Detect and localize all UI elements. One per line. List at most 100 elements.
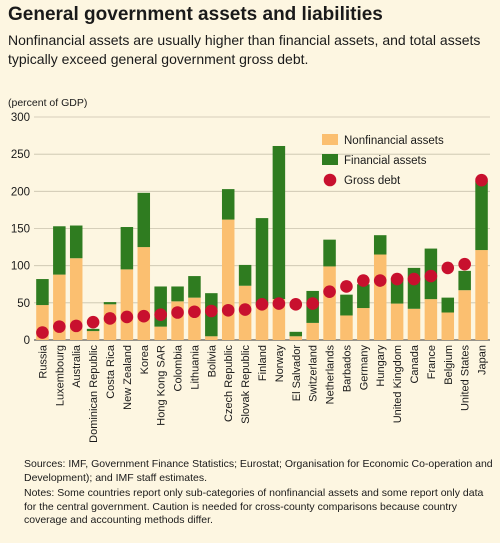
x-tick-label-24: Belgium — [443, 345, 455, 385]
x-tick-label-6: Korea — [139, 344, 151, 374]
bar-financial-assets-11 — [221, 189, 235, 220]
bar-nonfinancial-assets-17 — [323, 266, 336, 340]
gross-debt-dot-17 — [323, 285, 336, 298]
bar-nonfinancial-assets-14 — [272, 299, 286, 340]
gross-debt-dot-19 — [357, 274, 370, 287]
y-tick-label-250: 250 — [11, 149, 30, 161]
gross-debt-dot-7 — [154, 308, 167, 322]
bar-nonfinancial-assets-10 — [205, 336, 218, 340]
legend: Nonfinancial assets Financial assets Gross… — [322, 134, 444, 187]
bar-nonfinancial-assets-2 — [69, 258, 83, 340]
gross-debt-dot-16 — [306, 297, 319, 310]
y-tick-label-200: 200 — [11, 186, 30, 198]
y-axis-ticks: 0 50 100 150 200 250 300 — [11, 112, 30, 347]
bar-financial-assets-5 — [120, 227, 134, 270]
bar-nonfinancial-assets-15 — [289, 336, 303, 340]
bar-financial-assets-4 — [103, 302, 117, 305]
gross-debt-dot-5 — [120, 310, 134, 324]
x-tick-label-4: Costa Rica — [105, 344, 117, 399]
bar-financial-assets-9 — [188, 276, 201, 298]
gross-debt-dot-11 — [221, 303, 235, 317]
gross-debt-dot-14 — [272, 297, 286, 310]
x-tick-label-23: France — [426, 345, 438, 379]
x-tick-label-0: Russia — [37, 344, 49, 379]
bar-financial-assets-15 — [289, 331, 303, 337]
x-tick-label-17: Netherlands — [325, 345, 337, 405]
bar-nonfinancial-assets-22 — [407, 308, 421, 340]
x-tick-label-25: United States — [460, 345, 472, 412]
gross-debt-dot-10 — [205, 304, 218, 318]
x-tick-label-2: Australia — [71, 344, 83, 388]
bar-nonfinancial-assets-7 — [154, 326, 167, 340]
bar-nonfinancial-assets-20 — [373, 254, 387, 340]
gross-debt-dot-25 — [458, 257, 471, 271]
x-tick-label-7: Hong Kong SAR — [156, 345, 168, 426]
y-tick-label-150: 150 — [11, 224, 30, 236]
x-tick-label-15: El Salvador — [291, 345, 303, 402]
gross-debt-dot-2 — [69, 319, 83, 333]
bar-nonfinancial-assets-18 — [340, 315, 353, 340]
bar-financial-assets-1 — [53, 226, 66, 275]
x-axis-labels: Russia Luxembourg Australia Dominican Repub… — [37, 344, 488, 443]
bar-financial-assets-24 — [441, 297, 455, 313]
bar-nonfinancial-assets-9 — [188, 297, 201, 340]
bar-financial-assets-21 — [390, 278, 404, 304]
bar-nonfinancial-assets-23 — [424, 299, 438, 340]
x-tick-label-14: Norway — [274, 345, 286, 383]
x-tick-label-12: Slovak Republic — [240, 345, 252, 424]
gross-debt-dot-4 — [103, 312, 117, 325]
x-tick-label-5: New Zealand — [122, 345, 134, 410]
gross-debt-markers — [36, 173, 488, 339]
gross-debt-dot-8 — [171, 306, 184, 319]
gross-debt-dot-3 — [86, 315, 100, 329]
gross-debt-dot-12 — [238, 303, 252, 316]
bar-financial-assets-8 — [171, 286, 184, 302]
bar-financial-assets-2 — [69, 225, 83, 259]
x-tick-label-11: Czech Republic — [223, 345, 235, 423]
bar-financial-assets-13 — [255, 218, 269, 306]
gross-debt-dot-21 — [390, 272, 404, 286]
bar-nonfinancial-assets-21 — [390, 303, 404, 340]
bar-nonfinancial-assets-26 — [475, 250, 488, 340]
bar-nonfinancial-assets-3 — [86, 331, 100, 340]
bar-financial-assets-18 — [340, 294, 353, 316]
bar-nonfinancial-assets-24 — [441, 312, 455, 340]
bar-nonfinancial-assets-5 — [120, 269, 134, 340]
y-tick-label-300: 300 — [11, 112, 30, 124]
bar-financial-assets-14 — [272, 145, 286, 300]
bar-nonfinancial-assets-6 — [137, 247, 151, 340]
x-tick-label-21: United Kingdom — [392, 345, 404, 423]
gross-debt-dot-13 — [255, 298, 269, 311]
chart-subtitle: Nonfinancial assets are usually higher t… — [8, 32, 481, 67]
y-tick-label-0: 0 — [24, 335, 30, 347]
x-tick-label-26: Japan — [477, 345, 489, 375]
bar-nonfinancial-assets-16 — [306, 322, 319, 340]
bar-financial-assets-25 — [458, 270, 471, 291]
x-tick-label-8: Colombia — [173, 344, 185, 391]
gross-debt-dot-18 — [340, 280, 353, 293]
gross-debt-dot-20 — [373, 274, 387, 287]
bar-nonfinancial-assets-13 — [255, 305, 269, 340]
legend-label-0: Nonfinancial assets — [344, 135, 444, 147]
legend-swatch-2 — [323, 173, 337, 187]
bar-nonfinancial-assets-25 — [458, 290, 471, 340]
bar-financial-assets-20 — [373, 235, 387, 255]
gross-debt-dot-24 — [441, 261, 455, 275]
bar-series — [36, 145, 488, 340]
gross-debt-dot-26 — [475, 173, 488, 187]
legend-label-1: Financial assets — [344, 155, 427, 167]
gross-debt-dot-15 — [289, 298, 303, 311]
bar-nonfinancial-assets-19 — [357, 308, 370, 340]
x-tick-label-9: Lithuania — [189, 344, 201, 390]
y-tick-label-50: 50 — [17, 298, 30, 310]
gross-debt-dot-1 — [53, 320, 66, 333]
x-tick-label-10: Bolivia — [206, 344, 218, 377]
y-axis-unit-label: (percent of GDP) — [8, 97, 88, 109]
sources-note: Sources: IMF, Government Finance Statist… — [24, 458, 493, 484]
bar-financial-assets-0 — [36, 279, 49, 306]
bar-financial-assets-3 — [86, 328, 100, 332]
legend-swatch-1 — [322, 154, 338, 165]
bar-nonfinancial-assets-11 — [221, 219, 235, 340]
x-tick-label-3: Dominican Republic — [88, 345, 100, 443]
footnotes: Sources: IMF, Government Finance Statist… — [24, 458, 494, 528]
